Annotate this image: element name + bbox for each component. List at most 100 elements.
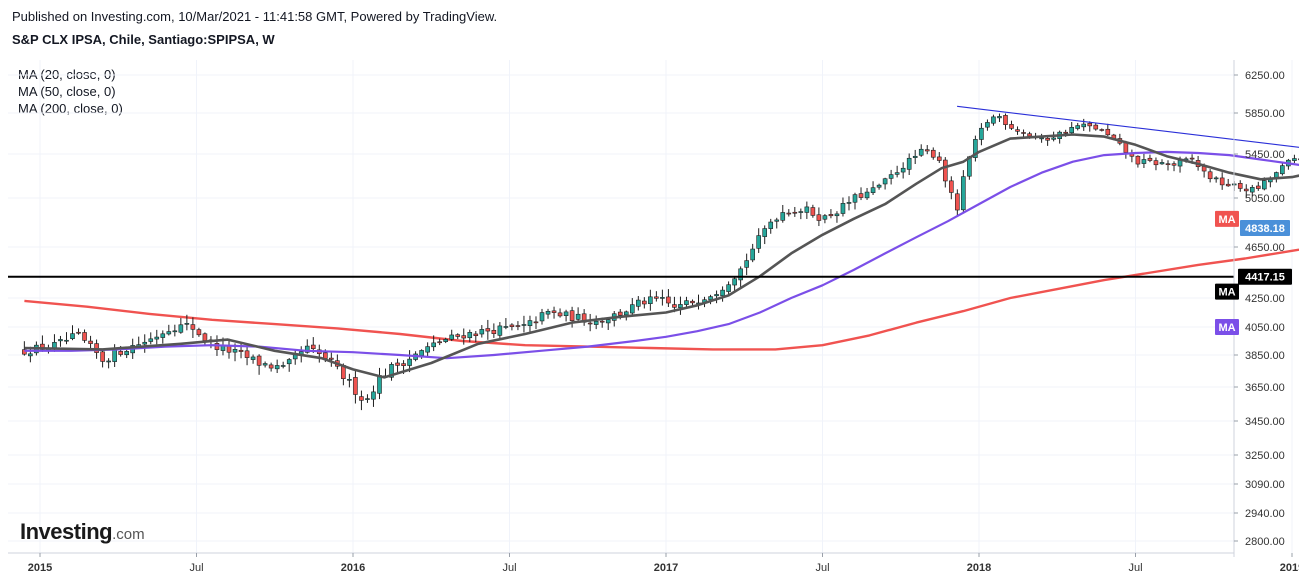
candle-body-148 xyxy=(912,155,918,158)
candle-body-154 xyxy=(949,180,954,193)
candle-body-124 xyxy=(768,221,774,229)
candle-body-68 xyxy=(431,342,436,348)
ma50-layer xyxy=(24,150,1299,360)
candle-body-159 xyxy=(979,127,984,140)
candle-body-127 xyxy=(786,212,792,215)
level-price-tag: 4417.15 xyxy=(1238,268,1292,285)
candle-body-146 xyxy=(900,167,906,173)
candle-body-118 xyxy=(732,278,737,286)
candle-body-205 xyxy=(1255,185,1261,189)
ma50-axis-tag-bg xyxy=(1215,319,1239,335)
candle-body-0 xyxy=(22,349,27,355)
candle-body-191 xyxy=(1171,163,1177,166)
x-tick-label-8: 2019 xyxy=(1280,562,1299,574)
candle-body-57 xyxy=(365,398,370,400)
candle-body-88 xyxy=(551,310,557,313)
candle-body-42 xyxy=(274,365,280,370)
candle-body-133 xyxy=(822,215,828,220)
candle-body-169 xyxy=(1039,137,1044,140)
candle-body-58 xyxy=(371,391,376,400)
candle-body-80 xyxy=(503,326,509,328)
candle-body-43 xyxy=(280,365,286,367)
y-tick-label-8: 3650.00 xyxy=(1245,382,1285,394)
candle-body-39 xyxy=(256,355,262,366)
candle-body-163 xyxy=(1003,115,1008,125)
investing-logo[interactable]: Investing.com xyxy=(20,519,145,545)
candle-body-194 xyxy=(1189,157,1195,160)
candle-body-150 xyxy=(924,149,930,152)
candle-body-139 xyxy=(858,193,864,198)
candle-body-111 xyxy=(690,300,695,304)
candle-body-147 xyxy=(906,157,912,170)
candle-body-100 xyxy=(623,311,629,316)
candle-body-72 xyxy=(455,334,461,337)
legend-ma200[interactable]: MA (200, close, 0) xyxy=(18,101,123,116)
candle-body-90 xyxy=(563,311,569,317)
candle-body-7 xyxy=(64,339,69,342)
candle-body-48 xyxy=(310,344,316,349)
candle-body-115 xyxy=(714,294,719,297)
candle-body-131 xyxy=(810,207,816,216)
candle-body-41 xyxy=(268,364,274,369)
y-tick-label-12: 2940.00 xyxy=(1245,508,1285,520)
candle-body-132 xyxy=(816,214,822,221)
candle-body-29 xyxy=(196,329,202,336)
candle-body-67 xyxy=(425,346,430,353)
candle-body-38 xyxy=(250,356,256,360)
resistance-trendline xyxy=(957,105,1299,148)
candle-body-161 xyxy=(991,116,996,124)
ma20-axis-tag: MA xyxy=(1215,283,1239,300)
ma200-layer xyxy=(24,248,1299,351)
candle-body-86 xyxy=(539,312,545,322)
candle-body-126 xyxy=(780,212,786,221)
candle-body-97 xyxy=(605,319,611,324)
candle-body-47 xyxy=(304,345,310,353)
candle-body-164 xyxy=(1009,124,1014,129)
candle-body-125 xyxy=(774,219,780,222)
candle-body-21 xyxy=(148,338,154,342)
candle-body-106 xyxy=(660,297,665,299)
candle-body-91 xyxy=(569,310,575,322)
candle-body-122 xyxy=(756,235,761,249)
ma50-axis-tag-text: MA xyxy=(1218,322,1235,334)
x-tick-label-5: Jul xyxy=(815,562,829,574)
ma200-line xyxy=(24,248,1299,351)
overlay-layer xyxy=(8,105,1299,278)
candle-body-189 xyxy=(1159,162,1165,165)
candle-body-155 xyxy=(955,193,960,211)
candle-body-37 xyxy=(244,350,250,358)
last-price-tag: 4838.18 xyxy=(1240,219,1290,236)
candle-body-119 xyxy=(738,268,743,281)
candle-body-22 xyxy=(154,336,160,340)
candle-body-179 xyxy=(1099,129,1105,131)
ma200-axis-tag-text: MA xyxy=(1218,214,1235,226)
candle-body-200 xyxy=(1225,183,1231,187)
candle-body-206 xyxy=(1262,180,1267,190)
legend-ma50[interactable]: MA (50, close, 0) xyxy=(18,84,116,99)
candle-body-85 xyxy=(533,321,539,324)
candle-body-102 xyxy=(636,299,641,307)
candle-body-130 xyxy=(804,206,810,213)
x-tick-label-2: 2016 xyxy=(341,562,365,574)
x-axis: 2015Jul2016Jul2017Jul2018Jul2019Jul2020J… xyxy=(8,552,1299,574)
candle-body-77 xyxy=(485,328,491,332)
candle-body-96 xyxy=(599,320,605,323)
candle-body-162 xyxy=(997,116,1002,119)
candle-body-92 xyxy=(575,313,581,320)
candle-body-61 xyxy=(389,364,394,378)
candle-body-197 xyxy=(1207,171,1213,180)
candle-body-1 xyxy=(28,353,33,357)
candle-body-160 xyxy=(985,122,990,128)
candle-body-13 xyxy=(100,351,105,362)
candle-body-20 xyxy=(142,341,148,345)
candle-body-40 xyxy=(262,363,268,366)
y-tick-label-11: 3090.00 xyxy=(1245,479,1285,491)
candle-body-63 xyxy=(401,363,406,366)
candle-body-10 xyxy=(82,332,87,341)
candle-body-8 xyxy=(70,333,75,339)
candle-body-153 xyxy=(942,159,948,182)
candle-body-27 xyxy=(184,323,190,325)
last-price-tag-text: 4838.18 xyxy=(1245,223,1285,235)
candle-body-152 xyxy=(936,156,942,161)
